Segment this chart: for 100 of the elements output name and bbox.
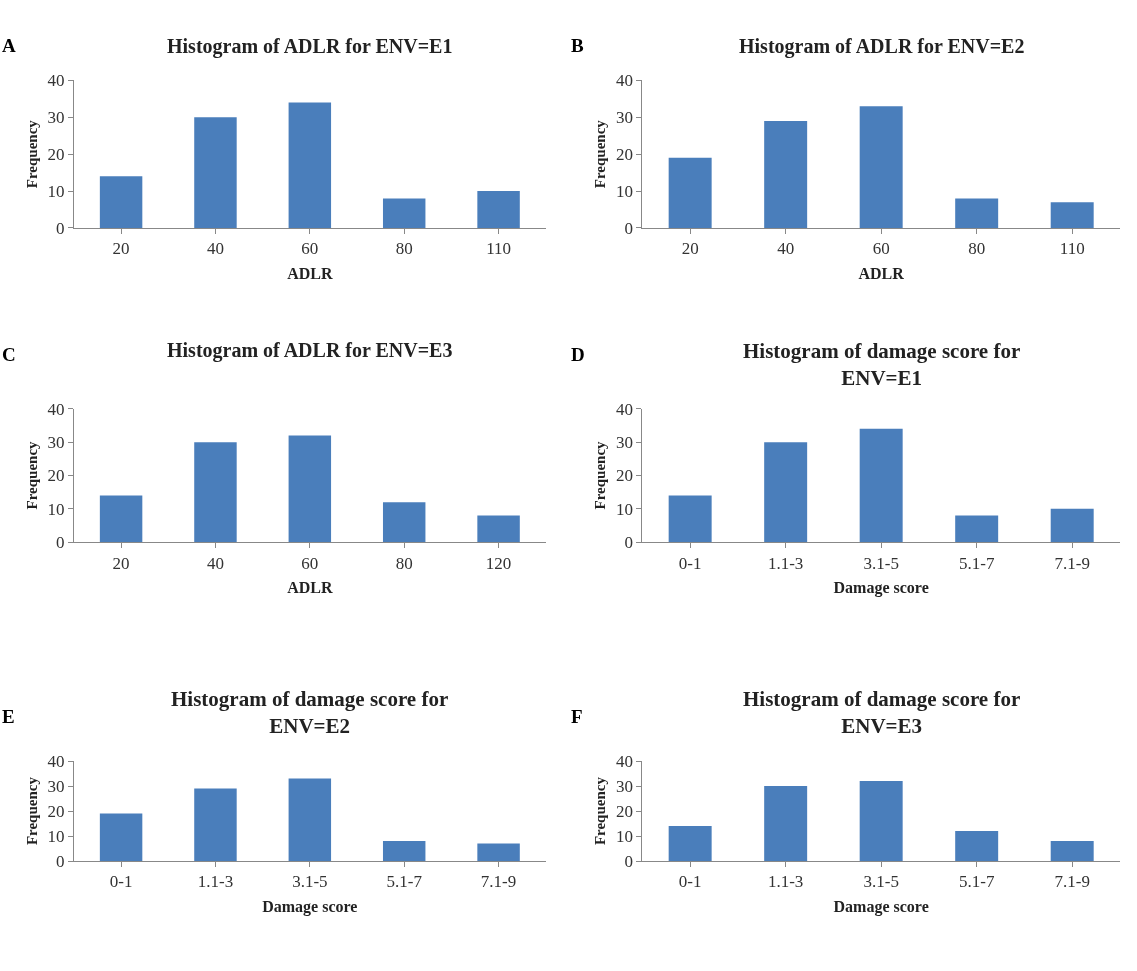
y-tick-label: 20	[47, 145, 65, 165]
bar	[955, 198, 999, 228]
x-axis-title: Damage score	[262, 898, 358, 917]
y-tick-label: 0	[56, 533, 65, 553]
bar	[764, 442, 808, 543]
x-tick-label: 40	[206, 239, 224, 259]
y-tick-label: 30	[616, 108, 634, 128]
y-tick-label: 10	[47, 182, 65, 202]
x-tick-label: 40	[206, 553, 224, 573]
x-tick-label: 60	[301, 553, 319, 573]
y-tick-label: 20	[616, 145, 634, 165]
y-tick-label: 30	[616, 433, 634, 453]
x-tick-label: 5.1-7	[386, 872, 423, 892]
bar	[288, 435, 332, 543]
x-axis-title: Damage score	[833, 898, 929, 917]
bar	[99, 176, 143, 228]
x-tick-label: 20	[112, 553, 130, 573]
bar	[1050, 508, 1094, 543]
chart-title: Histogram of damage score for ENV=E3	[743, 687, 1021, 739]
bar	[477, 191, 520, 228]
x-tick-label: 5.1-7	[958, 553, 995, 573]
y-axis-title: Frequency	[23, 440, 40, 510]
bar	[859, 781, 903, 862]
y-tick-label: 10	[616, 182, 634, 202]
y-axis-title: Frequency	[23, 119, 40, 189]
y-tick-label: 30	[47, 777, 65, 797]
bar	[477, 515, 520, 543]
x-tick-label: 80	[395, 239, 413, 259]
bar	[668, 157, 712, 228]
x-tick-label: 110	[486, 239, 512, 259]
x-tick-label: 80	[395, 553, 413, 573]
bar	[382, 502, 426, 543]
chart-title: Histogram of damage score for ENV=E1	[743, 339, 1021, 391]
bar	[1050, 202, 1094, 228]
bar	[764, 786, 808, 862]
chart-title: Histogram of ADLR for ENV=E1	[167, 35, 453, 58]
chart-title: Histogram of ADLR for ENV=E2	[739, 35, 1025, 58]
bar	[288, 778, 332, 862]
x-axis-title: ADLR	[287, 579, 333, 597]
y-tick-label: 40	[47, 752, 65, 772]
x-tick-label: 7.1-9	[1054, 872, 1090, 892]
x-tick-label: 5.1-7	[958, 872, 995, 892]
bar	[668, 826, 712, 862]
chart-title: Histogram of ADLR for ENV=E3	[167, 339, 453, 362]
x-axis-title: ADLR	[858, 265, 905, 283]
x-tick-label: 1.1-3	[767, 553, 804, 573]
y-tick-label: 40	[47, 71, 65, 91]
bar	[859, 428, 903, 543]
text: A	[2, 35, 16, 56]
y-tick-label: 40	[616, 71, 634, 91]
x-tick-label: 1.1-3	[197, 872, 234, 892]
bar	[477, 843, 520, 862]
x-tick-label: 0-1	[678, 872, 702, 892]
bar	[99, 813, 143, 862]
x-tick-label: 60	[301, 239, 319, 259]
y-tick-label: 0	[56, 851, 65, 871]
y-tick-label: 10	[616, 499, 634, 519]
x-tick-label: 20	[112, 239, 130, 259]
y-tick-label: 30	[616, 777, 634, 797]
x-tick-label: 1.1-3	[767, 872, 804, 892]
y-axis-title: Frequency	[592, 776, 609, 846]
y-tick-label: 0	[624, 218, 634, 238]
x-tick-label: 0-1	[109, 872, 133, 892]
x-tick-label: 60	[872, 239, 890, 259]
x-axis-title: Damage score	[833, 579, 929, 598]
x-tick-label: 0-1	[678, 553, 702, 573]
bar	[955, 515, 999, 543]
x-tick-label: 7.1-9	[1054, 553, 1090, 573]
x-tick-label: 80	[968, 239, 986, 259]
bar	[955, 831, 999, 862]
text: F	[571, 706, 583, 727]
y-tick-label: 20	[616, 802, 634, 822]
bar	[382, 841, 426, 862]
text: D	[571, 344, 585, 365]
x-tick-label: 40	[777, 239, 795, 259]
bar	[194, 442, 237, 543]
chart-title: Histogram of damage score for ENV=E2	[171, 687, 449, 739]
x-tick-label: 20	[681, 239, 699, 259]
y-tick-label: 0	[624, 533, 634, 553]
y-tick-label: 10	[47, 499, 65, 519]
bar	[764, 120, 808, 228]
y-tick-label: 40	[616, 752, 634, 772]
bar	[1050, 841, 1094, 862]
bar	[194, 788, 237, 862]
x-tick-label: 3.1-5	[863, 872, 899, 892]
y-tick-label: 20	[47, 802, 65, 822]
bar	[99, 495, 143, 543]
y-axis-title: Frequency	[23, 776, 40, 846]
y-tick-label: 10	[47, 827, 65, 846]
x-tick-label: 3.1-5	[863, 553, 899, 573]
bar	[668, 495, 712, 543]
bar	[288, 102, 332, 228]
y-tick-label: 40	[47, 399, 65, 419]
text: E	[2, 706, 15, 727]
y-tick-label: 10	[616, 827, 634, 846]
text: B	[571, 35, 584, 56]
x-tick-label: 7.1-9	[480, 872, 517, 892]
y-tick-label: 20	[616, 466, 634, 486]
y-tick-label: 30	[47, 108, 65, 128]
y-axis-title: Frequency	[592, 119, 609, 189]
